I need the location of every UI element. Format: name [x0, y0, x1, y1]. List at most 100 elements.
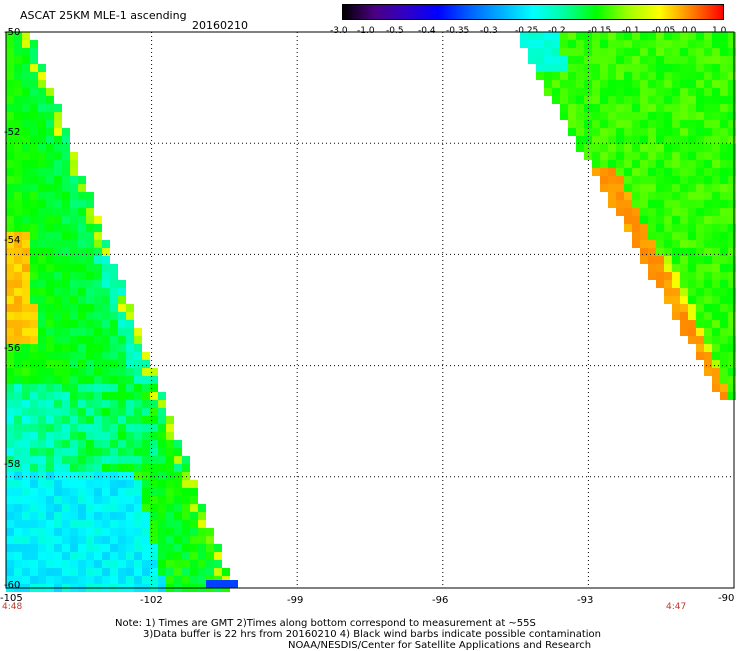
data-cell [62, 456, 70, 464]
data-cell [704, 168, 712, 176]
data-cell [720, 272, 728, 280]
data-cell [78, 272, 86, 280]
data-cell [142, 576, 150, 584]
data-cell [38, 424, 46, 432]
data-cell [46, 576, 54, 584]
data-cell [720, 160, 728, 168]
data-cell [696, 56, 704, 64]
data-cell [46, 160, 54, 168]
data-cell [704, 240, 712, 248]
data-cell [22, 304, 30, 312]
data-cell [568, 104, 576, 112]
data-cell [6, 544, 14, 552]
data-cell [712, 88, 720, 96]
data-cell [54, 464, 62, 472]
data-cell [46, 504, 54, 512]
data-cell [86, 408, 94, 416]
data-cell [118, 296, 126, 304]
data-cell [22, 48, 30, 56]
data-cell [30, 448, 38, 456]
data-cell [688, 192, 696, 200]
data-cell [94, 464, 102, 472]
data-cell [6, 32, 14, 40]
data-cell [86, 216, 94, 224]
data-cell [134, 456, 142, 464]
data-cell [206, 580, 214, 588]
data-cell [22, 72, 30, 80]
data-cell [46, 336, 54, 344]
data-cell [688, 128, 696, 136]
data-cell [54, 472, 62, 480]
data-cell [664, 232, 672, 240]
data-cell [720, 392, 728, 400]
data-cell [86, 424, 94, 432]
data-cell [86, 192, 94, 200]
data-cell [70, 176, 78, 184]
data-cell [728, 112, 736, 120]
data-cell [158, 544, 166, 552]
data-cell [38, 384, 46, 392]
data-cell [70, 528, 78, 536]
data-cell [134, 368, 142, 376]
data-cell [6, 424, 14, 432]
data-cell [30, 520, 38, 528]
data-cell [648, 40, 656, 48]
data-cell [78, 256, 86, 264]
data-cell [640, 176, 648, 184]
data-cell [30, 144, 38, 152]
data-cell [672, 280, 680, 288]
data-cell [632, 192, 640, 200]
data-cell [30, 392, 38, 400]
data-cell [94, 512, 102, 520]
data-cell [54, 264, 62, 272]
data-cell [30, 264, 38, 272]
data-cell [600, 80, 608, 88]
data-cell [600, 104, 608, 112]
data-cell [704, 280, 712, 288]
data-cell [640, 216, 648, 224]
data-cell [656, 264, 664, 272]
data-cell [62, 184, 70, 192]
data-cell [22, 384, 30, 392]
data-cell [608, 184, 616, 192]
data-cell [728, 200, 736, 208]
data-cell [528, 48, 536, 56]
data-cell [536, 48, 544, 56]
data-cell [672, 96, 680, 104]
data-cell [54, 248, 62, 256]
data-cell [38, 408, 46, 416]
data-cell [6, 224, 14, 232]
data-cell [14, 40, 22, 48]
data-cell [728, 280, 736, 288]
data-cell [126, 552, 134, 560]
data-cell [560, 88, 568, 96]
data-cell [94, 240, 102, 248]
data-cell [22, 112, 30, 120]
data-cell [14, 320, 22, 328]
data-cell [704, 368, 712, 376]
data-cell [712, 304, 720, 312]
data-cell [102, 304, 110, 312]
data-cell [166, 424, 174, 432]
data-cell [30, 456, 38, 464]
data-cell [46, 320, 54, 328]
data-cell [656, 184, 664, 192]
data-cell [30, 160, 38, 168]
data-cell [608, 152, 616, 160]
data-cell [6, 320, 14, 328]
data-cell [94, 528, 102, 536]
data-cell [110, 568, 118, 576]
data-cell [728, 160, 736, 168]
data-cell [6, 72, 14, 80]
data-cell [22, 456, 30, 464]
data-cell [222, 580, 230, 588]
data-cell [94, 312, 102, 320]
data-cell [30, 568, 38, 576]
data-cell [54, 424, 62, 432]
data-cell [632, 168, 640, 176]
data-cell [206, 552, 214, 560]
data-cell [54, 512, 62, 520]
data-cell [142, 448, 150, 456]
data-cell [182, 544, 190, 552]
data-cell [14, 496, 22, 504]
